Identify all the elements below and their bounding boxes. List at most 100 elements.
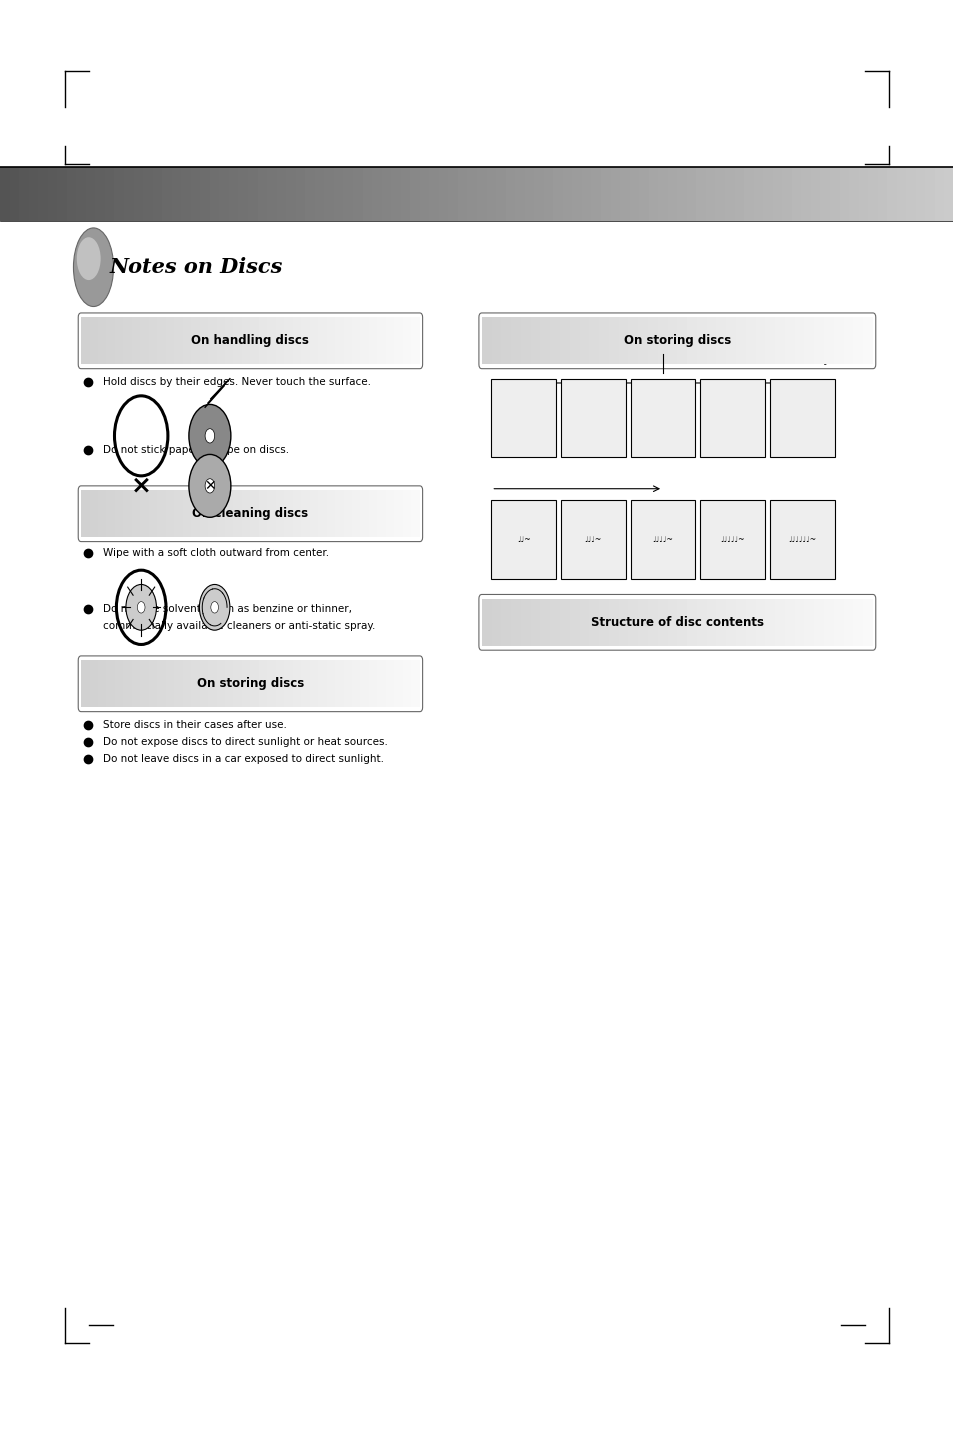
FancyBboxPatch shape [784,599,794,646]
FancyBboxPatch shape [833,317,842,364]
Bar [152,167,162,221]
Text: Do not stick paper or tape on discs.: Do not stick paper or tape on discs. [103,446,289,454]
Text: Wipe with a soft cloth outward from center.: Wipe with a soft cloth outward from cent… [103,549,329,557]
Text: ×: × [204,592,225,614]
Bar [667,167,677,221]
FancyBboxPatch shape [569,599,578,646]
FancyBboxPatch shape [411,490,419,537]
Bar [543,167,553,221]
Bar [591,167,600,221]
Bar [200,167,210,221]
Bar [438,167,448,221]
FancyBboxPatch shape [628,317,638,364]
Text: Do not expose discs to direct sunlight or heat sources.: Do not expose discs to direct sunlight o… [103,737,388,746]
FancyBboxPatch shape [500,599,511,646]
Bar [801,167,810,221]
FancyBboxPatch shape [157,660,166,707]
FancyBboxPatch shape [132,490,140,537]
FancyBboxPatch shape [589,317,598,364]
FancyBboxPatch shape [716,599,725,646]
FancyBboxPatch shape [242,490,250,537]
Text: ♩♩~: ♩♩~ [517,534,530,544]
FancyBboxPatch shape [81,317,90,364]
Bar [943,167,953,221]
FancyBboxPatch shape [764,599,774,646]
FancyBboxPatch shape [335,490,343,537]
Bar [305,167,314,221]
FancyBboxPatch shape [284,660,293,707]
FancyBboxPatch shape [114,490,123,537]
Text: On handling discs: On handling discs [192,334,309,347]
FancyBboxPatch shape [520,599,530,646]
FancyBboxPatch shape [686,599,696,646]
FancyBboxPatch shape [862,599,872,646]
Bar [105,167,114,221]
FancyBboxPatch shape [140,660,149,707]
FancyBboxPatch shape [823,599,833,646]
Bar [362,167,372,221]
Bar [562,167,572,221]
FancyBboxPatch shape [774,599,784,646]
FancyBboxPatch shape [530,599,539,646]
FancyBboxPatch shape [559,317,569,364]
FancyBboxPatch shape [569,317,578,364]
FancyBboxPatch shape [677,317,686,364]
FancyBboxPatch shape [107,660,114,707]
FancyBboxPatch shape [628,599,638,646]
Bar [491,500,556,579]
Bar [877,167,886,221]
FancyBboxPatch shape [833,599,842,646]
FancyBboxPatch shape [114,660,123,707]
FancyBboxPatch shape [511,317,520,364]
Bar [610,167,619,221]
FancyBboxPatch shape [638,317,647,364]
FancyBboxPatch shape [310,660,318,707]
Bar [524,167,534,221]
Bar [630,379,695,457]
FancyBboxPatch shape [199,317,208,364]
FancyBboxPatch shape [725,317,735,364]
Bar [896,167,905,221]
FancyBboxPatch shape [293,490,301,537]
FancyBboxPatch shape [377,490,385,537]
FancyBboxPatch shape [208,317,216,364]
FancyBboxPatch shape [81,660,90,707]
FancyBboxPatch shape [301,490,310,537]
FancyBboxPatch shape [242,660,250,707]
FancyBboxPatch shape [794,599,803,646]
FancyBboxPatch shape [191,317,199,364]
FancyBboxPatch shape [394,317,402,364]
FancyBboxPatch shape [267,490,275,537]
FancyBboxPatch shape [511,599,520,646]
FancyBboxPatch shape [191,490,199,537]
FancyBboxPatch shape [293,317,301,364]
FancyBboxPatch shape [258,317,267,364]
Bar [210,167,219,221]
Bar [572,167,581,221]
FancyBboxPatch shape [310,490,318,537]
FancyBboxPatch shape [647,317,657,364]
FancyBboxPatch shape [491,599,500,646]
Bar [381,167,391,221]
Bar [429,167,438,221]
FancyBboxPatch shape [107,317,114,364]
FancyBboxPatch shape [225,317,233,364]
Bar [848,167,858,221]
Bar [48,167,57,221]
FancyBboxPatch shape [360,490,369,537]
Bar [560,500,625,579]
FancyBboxPatch shape [166,490,174,537]
Bar [560,379,625,457]
FancyBboxPatch shape [114,317,123,364]
Bar [496,167,505,221]
FancyBboxPatch shape [394,490,402,537]
FancyBboxPatch shape [98,317,107,364]
FancyBboxPatch shape [598,317,608,364]
FancyBboxPatch shape [275,660,284,707]
FancyBboxPatch shape [784,317,794,364]
FancyBboxPatch shape [182,660,191,707]
FancyBboxPatch shape [852,599,862,646]
FancyBboxPatch shape [608,599,618,646]
Bar [762,167,772,221]
FancyBboxPatch shape [318,317,326,364]
